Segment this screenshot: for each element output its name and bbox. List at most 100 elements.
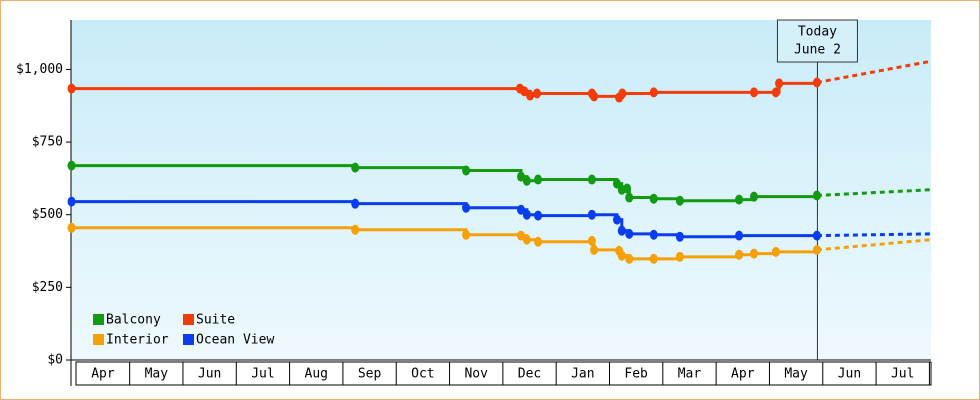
point [812, 230, 821, 241]
x-tick-label: Nov [464, 367, 488, 382]
step-segment [538, 214, 594, 218]
point [516, 204, 525, 215]
point [534, 210, 543, 221]
point [612, 214, 621, 225]
point [675, 251, 684, 262]
forecast-line [816, 232, 932, 238]
point [462, 202, 471, 213]
point [67, 160, 76, 171]
y-tick-label: $1,000 [16, 62, 63, 77]
forecast-line [816, 238, 932, 252]
point [735, 194, 744, 205]
point [771, 87, 780, 98]
point [351, 162, 360, 173]
point [462, 165, 471, 176]
point [612, 178, 621, 189]
today-label: June 2 [794, 43, 841, 58]
step-segment [779, 81, 819, 85]
point [749, 87, 758, 98]
point [67, 196, 76, 207]
x-tick-label: Apr [91, 367, 115, 382]
point [351, 198, 360, 209]
x-tick-label: Jul [891, 367, 914, 382]
point [812, 190, 821, 201]
point [351, 224, 360, 235]
x-tick-label: Dec [518, 367, 541, 382]
x-tick-label: Jan [571, 367, 594, 382]
legend-label: Balcony [106, 313, 161, 328]
x-tick-label: Jul [251, 367, 274, 382]
step-segment [622, 92, 656, 96]
point [590, 244, 599, 255]
x-tick-label: Jun [838, 367, 861, 382]
x-tick-label: Mar [678, 367, 702, 382]
point [522, 209, 531, 220]
point [526, 90, 535, 101]
point [590, 91, 599, 102]
point [67, 83, 76, 94]
point [735, 230, 744, 241]
point [618, 88, 627, 99]
point [675, 231, 684, 242]
x-tick-label: Oct [411, 367, 434, 382]
point [749, 191, 758, 202]
point [749, 248, 758, 259]
point [67, 222, 76, 233]
point [462, 229, 471, 240]
y-tick-label: $750 [32, 135, 63, 150]
legend-swatch [183, 334, 194, 345]
point [617, 225, 626, 236]
forecast-line [816, 59, 932, 84]
point [617, 250, 626, 261]
point [625, 192, 634, 203]
point [675, 195, 684, 206]
x-tick-label: Apr [731, 367, 755, 382]
x-tick-label: May [145, 367, 169, 382]
point [522, 234, 531, 245]
legend-swatch [183, 314, 194, 325]
point [649, 87, 658, 98]
point [775, 78, 784, 89]
point [812, 77, 821, 88]
point [516, 230, 525, 241]
point [625, 253, 634, 264]
point [649, 253, 658, 264]
point [587, 174, 596, 185]
point [735, 249, 744, 260]
x-tick-label: Aug [305, 367, 328, 382]
x-tick-label: Sep [358, 367, 382, 382]
point [771, 246, 780, 257]
today-label: Today [798, 25, 837, 40]
legend-swatch [93, 334, 104, 345]
point [534, 236, 543, 247]
legend-label: Suite [196, 313, 235, 328]
point [649, 193, 658, 204]
point [625, 228, 634, 239]
today-box [776, 19, 858, 63]
x-tick-label: Feb [624, 367, 648, 382]
point [532, 88, 541, 99]
point [812, 244, 821, 255]
step-segment [753, 195, 819, 199]
x-tick-label: May [784, 367, 808, 382]
x-tick-label: Jun [198, 367, 221, 382]
step-segment [538, 240, 594, 244]
legend-label: Ocean View [196, 333, 274, 348]
forecast-line [816, 188, 932, 198]
y-tick-label: $500 [32, 207, 63, 222]
point [587, 209, 596, 220]
point [649, 229, 658, 240]
plot-area [71, 20, 931, 360]
point [623, 183, 632, 194]
step-segment [679, 235, 741, 239]
point [587, 235, 596, 246]
step-segment [466, 233, 523, 237]
legend-label: Interior [106, 333, 169, 348]
y-tick-label: $250 [32, 280, 63, 295]
y-tick-label: $0 [47, 353, 63, 368]
step-segment [679, 199, 741, 203]
point [522, 175, 531, 186]
point [516, 171, 525, 182]
point [534, 174, 543, 185]
